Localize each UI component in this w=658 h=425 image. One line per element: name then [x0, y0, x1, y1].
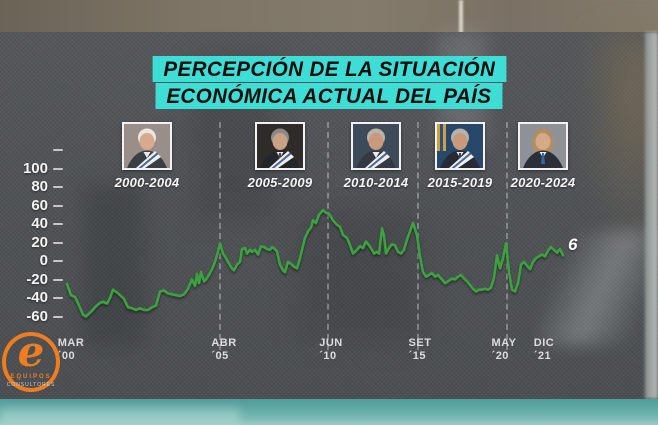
logo-wordmark-line2: CONSULTORES [6, 382, 56, 388]
x-tick-label: SET ´15 [408, 337, 432, 362]
logo-letter: e [17, 327, 45, 376]
logo-wordmark-line1: EQUIPOS [10, 374, 52, 380]
y-tick-label: -40 [26, 289, 48, 306]
y-tick-label: 60 [31, 196, 48, 214]
president-photo [351, 122, 401, 170]
president-photo [122, 122, 172, 170]
x-tick-label: JUN ´10 [319, 337, 343, 362]
equipos-logo: e EQUIPOS CONSULTORES [2, 327, 60, 392]
y-tick-mark [53, 278, 63, 281]
end-value-label: 6 [568, 235, 578, 254]
president-portrait-icon [353, 124, 399, 168]
president-term-label: 2000-2004 [114, 175, 180, 190]
x-tick-label: MAY ´20 [491, 337, 517, 362]
y-tick-mark [53, 204, 63, 207]
president-photo [518, 122, 568, 170]
president-portrait-icon [520, 124, 566, 168]
president-term-label: 2020-2024 [510, 175, 576, 190]
y-tick-mark [53, 223, 63, 225]
background-teal-band [0, 399, 658, 425]
y-tick-mark [53, 149, 63, 151]
page-title: PERCEPCIÓN DE LA SITUACIÓN ECONÓMICA ACT… [0, 56, 658, 110]
period-separator [219, 122, 221, 350]
president-term-label: 2015-2019 [427, 175, 493, 190]
y-tick-mark [53, 186, 63, 188]
y-tick-mark [53, 241, 63, 244]
y-tick-label: 20 [31, 233, 48, 251]
x-tick-label: ABR ´05 [211, 337, 237, 362]
y-tick-label: 40 [31, 215, 48, 232]
president-term-label: 2005-2009 [247, 175, 313, 190]
title-line-2: ECONÓMICA ACTUAL DEL PAÍS [155, 83, 503, 109]
president-portrait-icon [124, 124, 170, 168]
perception-line-path [65, 208, 565, 318]
y-tick-mark [53, 260, 63, 262]
y-tick-label: -60 [26, 307, 48, 325]
logo-ring-icon [2, 332, 60, 392]
title-line-1: PERCEPCIÓN DE LA SITUACIÓN [152, 56, 506, 82]
period-separator [506, 122, 508, 350]
y-tick-label: 0 [39, 252, 48, 269]
y-tick-label: -20 [26, 270, 48, 288]
president-portrait-icon [257, 124, 303, 168]
y-tick-label: 100 [22, 159, 48, 177]
y-tick-mark [53, 167, 63, 170]
x-tick-label: MAR ´00 [57, 337, 85, 362]
background-light-streak [459, 0, 463, 33]
president-portrait-icon [437, 124, 483, 168]
period-separator [327, 122, 329, 350]
y-tick-mark [53, 297, 63, 299]
background-right-strip [645, 32, 658, 399]
president-photo [435, 122, 485, 170]
background-top-wall [0, 0, 658, 33]
y-tick-label: 80 [31, 178, 48, 195]
president-term-label: 2010-2014 [343, 175, 409, 190]
x-tick-label: DIC ´21 [533, 337, 555, 362]
president-photo [255, 122, 305, 170]
y-tick-mark [53, 315, 63, 318]
background-teal-glow [0, 408, 240, 425]
